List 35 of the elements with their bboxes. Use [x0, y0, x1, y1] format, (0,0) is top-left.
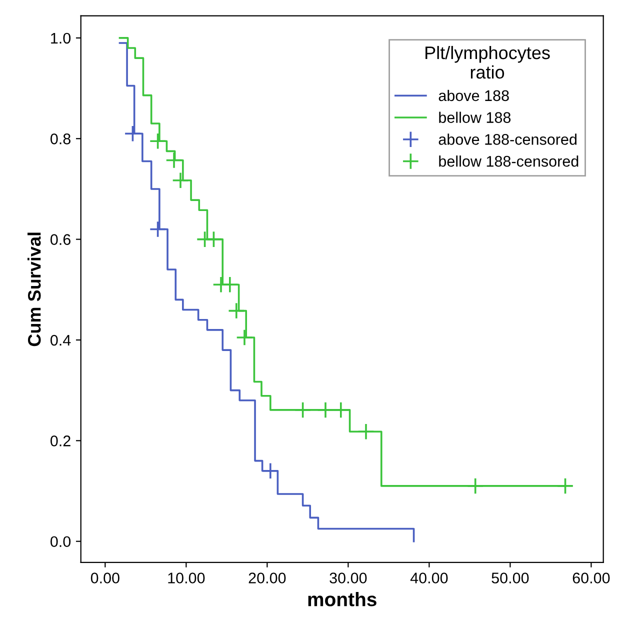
x-tick-label: 20.00	[248, 572, 286, 584]
legend-label: above 188	[438, 90, 509, 102]
point	[149, 220, 166, 238]
y-axis-title: Cum Survival	[28, 232, 41, 346]
point	[236, 328, 254, 346]
point	[172, 172, 190, 189]
x-tick-label: 30.00	[330, 572, 367, 584]
point	[228, 302, 245, 320]
point	[124, 125, 142, 142]
point	[149, 132, 166, 150]
point	[556, 477, 574, 495]
y-tick-label: 0.8	[50, 133, 70, 144]
y-tick-label: 0.0	[50, 536, 71, 548]
y-tick-label: 1.0	[51, 32, 71, 44]
point	[294, 401, 312, 418]
point	[357, 423, 375, 440]
y-tick-label: 0.4	[50, 334, 71, 346]
point	[205, 230, 222, 248]
legend-label: bellow 188-censored	[439, 156, 578, 167]
x-axis-title: months	[308, 592, 376, 606]
x-tick-label: 60.00	[572, 572, 610, 584]
point	[262, 462, 279, 480]
y-tick-label: 0.6	[50, 234, 70, 245]
x-tick-label: 0.00	[90, 572, 120, 584]
x-tick-label: 50.00	[492, 572, 529, 584]
x-tick-label: 10.00	[168, 572, 205, 584]
legend-label: bellow 188	[439, 112, 511, 123]
legend-label: above 188-censored	[438, 134, 576, 145]
point	[316, 401, 334, 418]
y-tick-label: 0.2	[50, 436, 70, 446]
legend-title: Plt/lymphocytes ratio	[426, 46, 550, 79]
point	[466, 477, 484, 495]
x-tick-label: 40.00	[410, 572, 448, 584]
point	[165, 152, 183, 169]
point	[332, 401, 350, 418]
